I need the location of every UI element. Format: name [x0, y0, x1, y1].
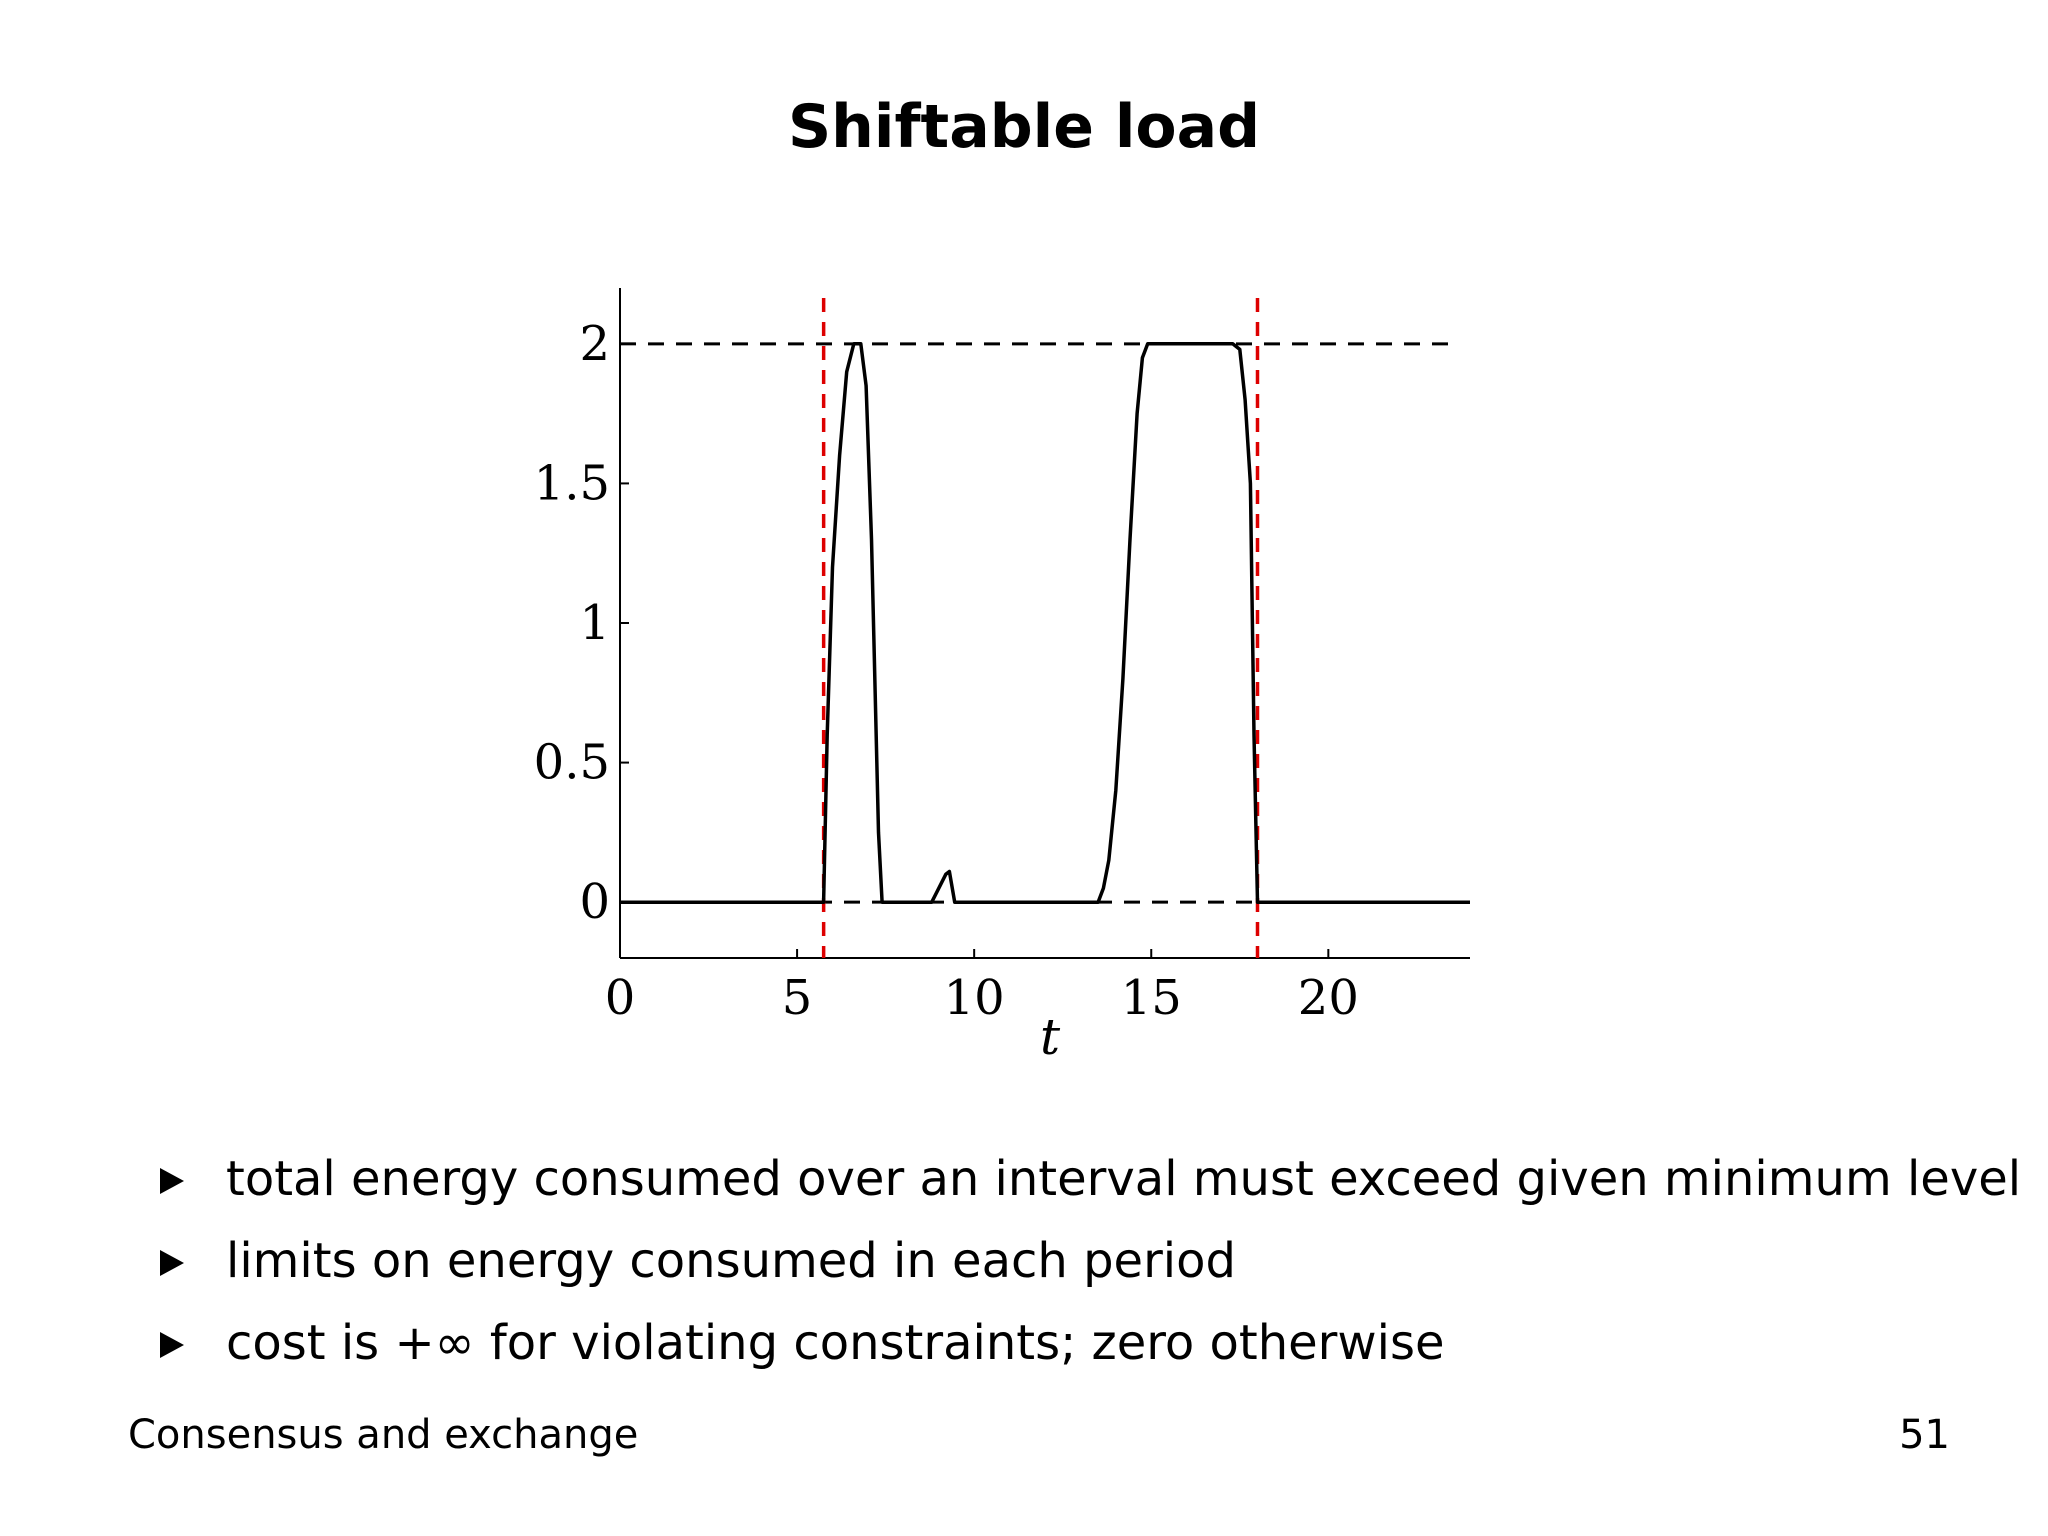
shiftable-load-chart: 00.511.520 5 10 15 20t [534, 288, 1470, 1066]
load-series-line [620, 342, 1470, 904]
y-tick-label: 2 [579, 316, 610, 372]
bullet-text: cost is +∞ for violating constraints; ze… [226, 1315, 1445, 1371]
bullet-text: limits on energy consumed in each period [226, 1233, 1236, 1289]
bullet-list: total energy consumed over an interval m… [160, 1148, 2021, 1394]
x-tick-label: 0 [605, 970, 636, 1026]
page-number: 51 [1899, 1412, 1950, 1458]
y-tick-label: 0.5 [534, 735, 610, 791]
bullet-item: limits on energy consumed in each period [160, 1230, 2021, 1312]
bullet-triangle-icon [160, 1332, 184, 1358]
bullet-triangle-icon [160, 1168, 184, 1194]
x-tick-label: 10 [944, 970, 1005, 1026]
bullet-item: total energy consumed over an interval m… [160, 1148, 2021, 1230]
y-tick-label: 1.5 [534, 455, 610, 511]
x-tick-label: 20 [1298, 970, 1359, 1026]
y-tick-label: 1 [579, 595, 610, 651]
bullet-item: cost is +∞ for violating constraints; ze… [160, 1312, 2021, 1394]
footer-section-title: Consensus and exchange [128, 1412, 639, 1458]
x-axis-label: t [1040, 1008, 1061, 1066]
x-tick-label: 5 [782, 970, 813, 1026]
slide-title: Shiftable load [787, 92, 1261, 162]
bullet-triangle-icon [160, 1250, 184, 1276]
x-tick-label: 15 [1121, 970, 1182, 1026]
y-tick-label: 0 [579, 874, 610, 930]
bullet-text: total energy consumed over an interval m… [226, 1151, 2022, 1207]
